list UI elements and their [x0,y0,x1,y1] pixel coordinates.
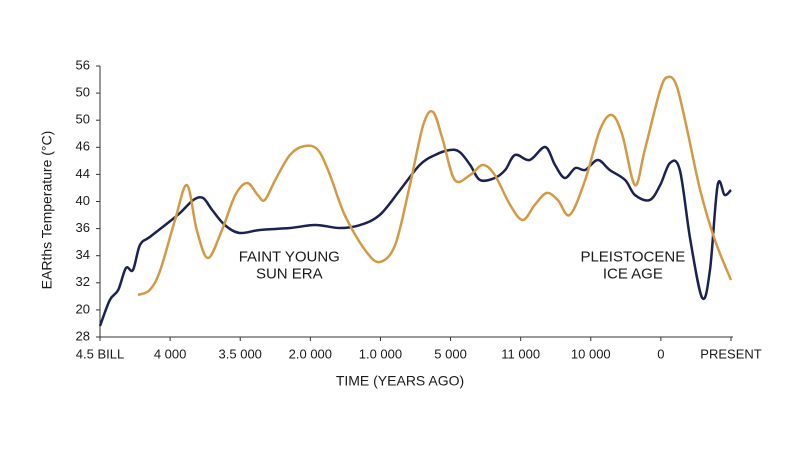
y-tick-label: 40 [76,193,90,208]
y-axis-label: EARths Temperature (°C) [39,131,55,290]
x-axis-label: TIME (YEARS AGO) [336,373,464,389]
annotation-line: PLEISTOCENE [580,249,685,266]
x-tick-label: 3.5 000 [219,346,262,361]
x-tick-label: 0 [657,346,664,361]
y-tick-label: 36 [76,220,90,235]
x-tick-label: 1.0 000 [359,346,402,361]
x-tick-label: 5 000 [434,346,467,361]
y-tick-label: 44 [76,166,90,181]
y-tick-label: 20 [76,301,90,316]
annotation: FAINT YOUNG SUN ERA [239,249,340,283]
annotation: PLEISTOCENE ICE AGE [580,249,685,283]
x-tick-label: 4.5 BILL [76,346,124,361]
x-tick-label: PRESENT [700,346,761,361]
annotation-line: SUN ERA [256,266,323,283]
y-tick-label: 32 [76,274,90,289]
annotation-line: FAINT YOUNG [239,249,340,266]
y-tick-label: 46 [76,139,90,154]
y-tick-label: 34 [76,247,90,262]
line-series [137,75,733,297]
y-tick-label: 28 [76,328,90,343]
x-tick-label: 11 000 [501,346,540,361]
y-tick-label: 50 [76,85,90,100]
y-tick-label: 50 [76,112,90,127]
annotation-line: ICE AGE [603,266,663,283]
x-tick-label: 2.0 000 [289,346,332,361]
x-tick-label: 4 000 [154,346,187,361]
line-series [98,145,732,327]
x-tick-label: 10 000 [571,346,611,361]
y-tick-label: 56 [76,57,90,72]
